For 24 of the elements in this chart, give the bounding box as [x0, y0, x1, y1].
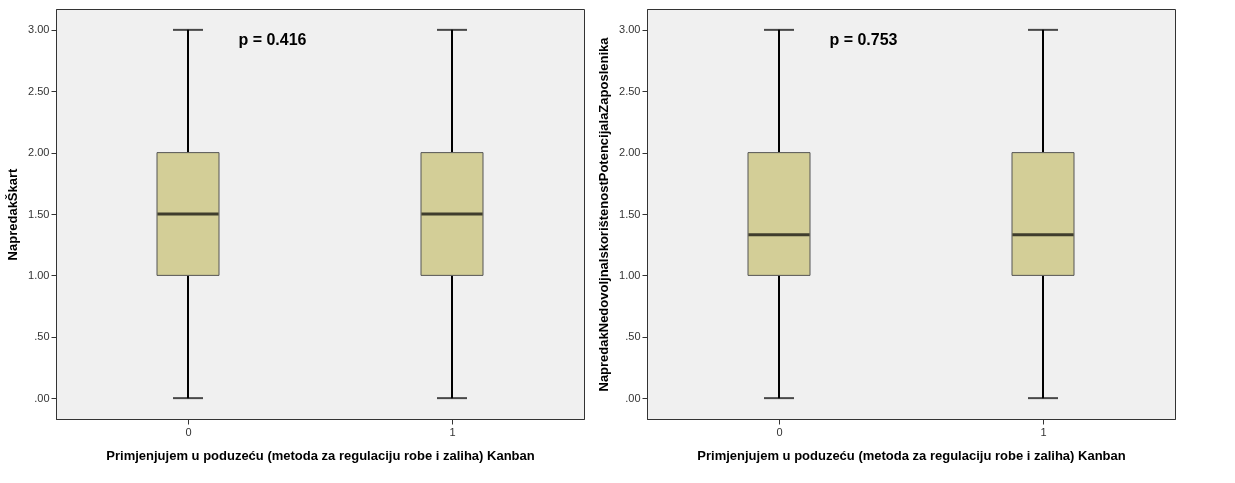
y-tick-label: 1.50	[619, 207, 641, 220]
y-tick-label: .50	[34, 330, 50, 343]
y-tick-label: 2.50	[619, 84, 641, 97]
y-tick-label: 3.00	[619, 23, 641, 36]
y-tick-label: .00	[625, 391, 641, 404]
y-tick-label: 3.00	[28, 23, 50, 36]
x-tick-label: 1	[449, 425, 456, 438]
x-tick-label: 1	[1040, 425, 1047, 438]
y-tick-label: .50	[625, 330, 641, 343]
x-axis-title: Primjenjujem u poduzeću (metoda za regulaciju robe i zaliha) Kanban	[106, 447, 535, 463]
y-tick-label: 2.00	[28, 146, 50, 159]
y-tick-label: 2.00	[619, 146, 641, 159]
x-tick-label: 0	[776, 425, 783, 438]
y-axis-title: NapredakNedovoljnaIskorištenostPotencijalaZaposlenika	[596, 36, 612, 392]
y-tick-label: 1.00	[619, 268, 641, 281]
y-tick-label: .00	[34, 391, 50, 404]
annotation: p = 0.416	[238, 31, 307, 48]
y-tick-label: 2.50	[28, 84, 50, 97]
x-tick-label: 0	[185, 425, 192, 438]
annotation: p = 0.753	[829, 31, 898, 48]
y-tick-label: 1.00	[28, 268, 50, 281]
x-axis-title: Primjenjujem u poduzeću (metoda za regulaciju robe i zaliha) Kanban	[697, 447, 1126, 463]
y-tick-label: 1.50	[28, 207, 50, 220]
y-axis-title: NapredakŠkart	[5, 167, 21, 261]
